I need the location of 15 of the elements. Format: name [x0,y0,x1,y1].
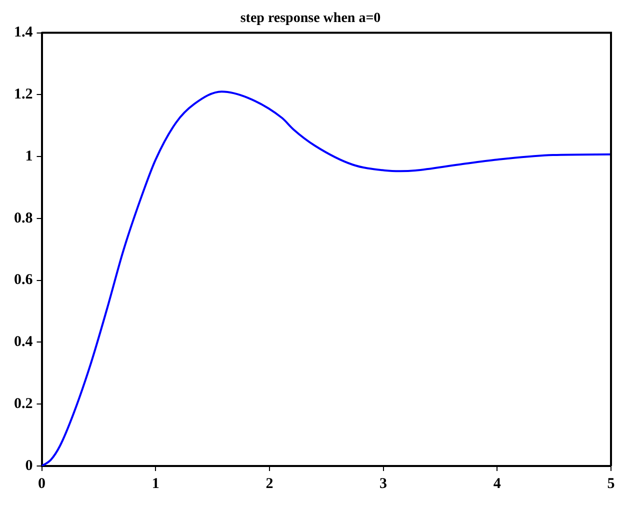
x-tick-label: 3 [380,476,388,492]
y-tick-label: 0.6 [14,272,34,288]
y-tick-label: 0.2 [14,396,33,412]
y-tick-label: 1.2 [14,86,33,103]
y-tick-label: 1 [25,148,33,164]
y-tick-label: 1.4 [14,24,34,41]
x-tick-label: 0 [38,476,46,492]
x-tick-label: 1 [152,476,160,492]
x-tick-label: 4 [493,476,502,492]
x-tick-label: 5 [607,476,615,492]
y-tick-label: 0.8 [14,210,33,226]
y-tick-label: 0 [25,458,33,474]
x-tick-label: 2 [266,476,274,492]
y-tick-label: 0.4 [14,334,34,350]
chart-title: step response when a=0 [240,11,381,26]
